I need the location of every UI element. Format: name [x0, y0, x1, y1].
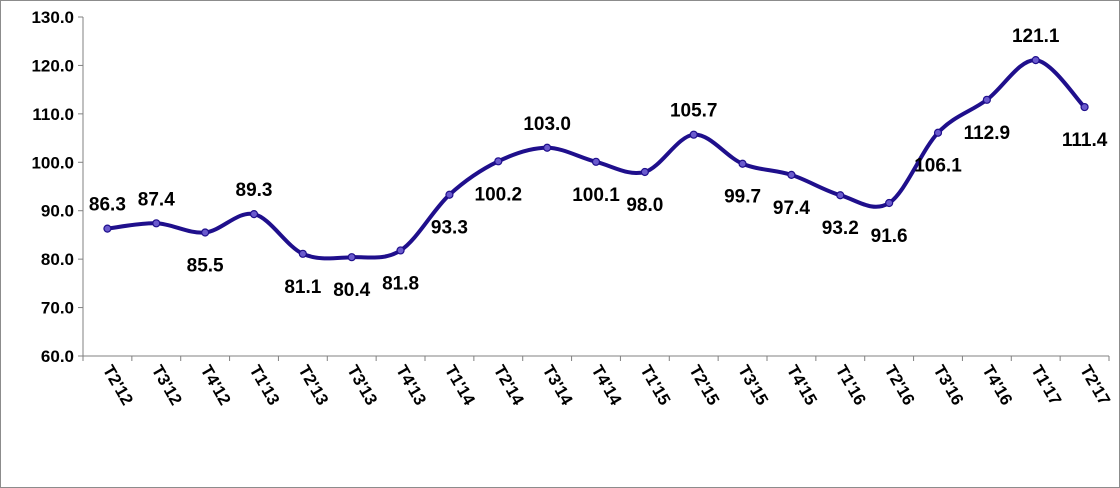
data-label: 87.4	[138, 189, 175, 210]
y-tick-label: 100.0	[31, 153, 74, 172]
data-point	[982, 95, 991, 104]
data-point	[298, 249, 307, 258]
x-tick-label: T4'14	[588, 362, 626, 409]
data-labels: 86.3 87.4 85.5 89.3 81.1 80.4 81.8 93.3 100.2 103…	[89, 26, 1108, 301]
data-point	[445, 190, 454, 199]
data-point	[152, 219, 161, 228]
x-tick-label: T3'14	[539, 362, 577, 409]
data-label: 105.7	[670, 101, 718, 122]
x-tick-label: T1'17	[1027, 362, 1065, 409]
data-point	[689, 130, 698, 139]
y-tick-label: 130.0	[31, 8, 74, 27]
data-point	[347, 253, 356, 262]
x-tick-label: T3'15	[734, 362, 772, 409]
data-point	[933, 128, 943, 137]
data-markers	[103, 56, 1089, 262]
y-tick-label: 70.0	[41, 299, 74, 318]
data-point	[640, 167, 649, 177]
x-tick-label: T1'14	[441, 362, 479, 409]
data-label: 121.1	[1012, 26, 1060, 47]
x-tick-label: T1'16	[832, 362, 870, 409]
data-label: 100.1	[572, 185, 620, 206]
data-label: 89.3	[236, 180, 273, 201]
data-label: 81.8	[382, 273, 419, 294]
x-tick-label: T4'13	[392, 362, 430, 409]
x-tick-label: T4'16	[978, 362, 1016, 409]
x-tick-label: T3'16	[930, 362, 968, 409]
x-tick-label: T2'14	[490, 362, 528, 409]
y-axis-ticks: 60.0 70.0 80.0 90.0 100.0 110.0 120.0 130.0	[31, 8, 83, 366]
x-tick-label: T1'13	[246, 362, 284, 409]
x-tick-label: T2'12	[99, 362, 137, 409]
data-label: 100.2	[475, 184, 523, 205]
data-label: 86.3	[89, 195, 126, 216]
data-point	[836, 191, 845, 200]
y-tick-label: 80.0	[41, 250, 74, 269]
data-label: 106.1	[914, 156, 962, 177]
x-tick-label: T2'15	[685, 362, 723, 409]
x-tick-label: T3'13	[343, 362, 381, 409]
data-label: 80.4	[333, 280, 370, 301]
data-point	[103, 224, 112, 233]
data-label: 85.5	[187, 256, 224, 277]
data-label: 81.1	[284, 277, 321, 298]
data-point	[494, 157, 503, 166]
data-point	[396, 246, 405, 255]
data-point	[885, 198, 894, 208]
data-point	[1031, 56, 1040, 65]
data-label: 98.0	[626, 195, 663, 216]
data-label: 97.4	[773, 198, 810, 219]
x-tick-label: T4'12	[197, 362, 235, 409]
data-label: 112.9	[964, 123, 1011, 144]
data-label: 93.2	[822, 218, 859, 239]
y-tick-label: 120.0	[31, 56, 74, 75]
y-tick-label: 90.0	[41, 202, 74, 221]
x-tick-label: T2'17	[1076, 362, 1114, 409]
data-point	[787, 170, 796, 179]
data-point	[543, 143, 552, 152]
data-label: 103.0	[523, 114, 571, 135]
data-label: 111.4	[1062, 130, 1108, 151]
data-point	[738, 159, 747, 168]
data-label: 93.3	[431, 218, 468, 239]
x-axis-ticks: T2'12 T3'12 T4'12 T1'13 T2'13 T3'13 T4'13 T1'14…	[82, 356, 1114, 409]
x-tick-label: T2'16	[881, 362, 919, 409]
data-label: 91.6	[871, 226, 908, 247]
data-label: 99.7	[724, 187, 761, 208]
x-tick-label: T2'13	[294, 362, 332, 409]
x-tick-label: T4'15	[783, 362, 821, 409]
data-point	[249, 210, 259, 219]
y-tick-label: 110.0	[32, 105, 74, 124]
data-point	[591, 157, 601, 166]
y-tick-label: 60.0	[41, 347, 74, 366]
data-point	[1080, 102, 1089, 112]
x-tick-label: T1'15	[636, 362, 674, 409]
data-point	[201, 228, 210, 237]
x-tick-label: T3'12	[148, 362, 186, 409]
